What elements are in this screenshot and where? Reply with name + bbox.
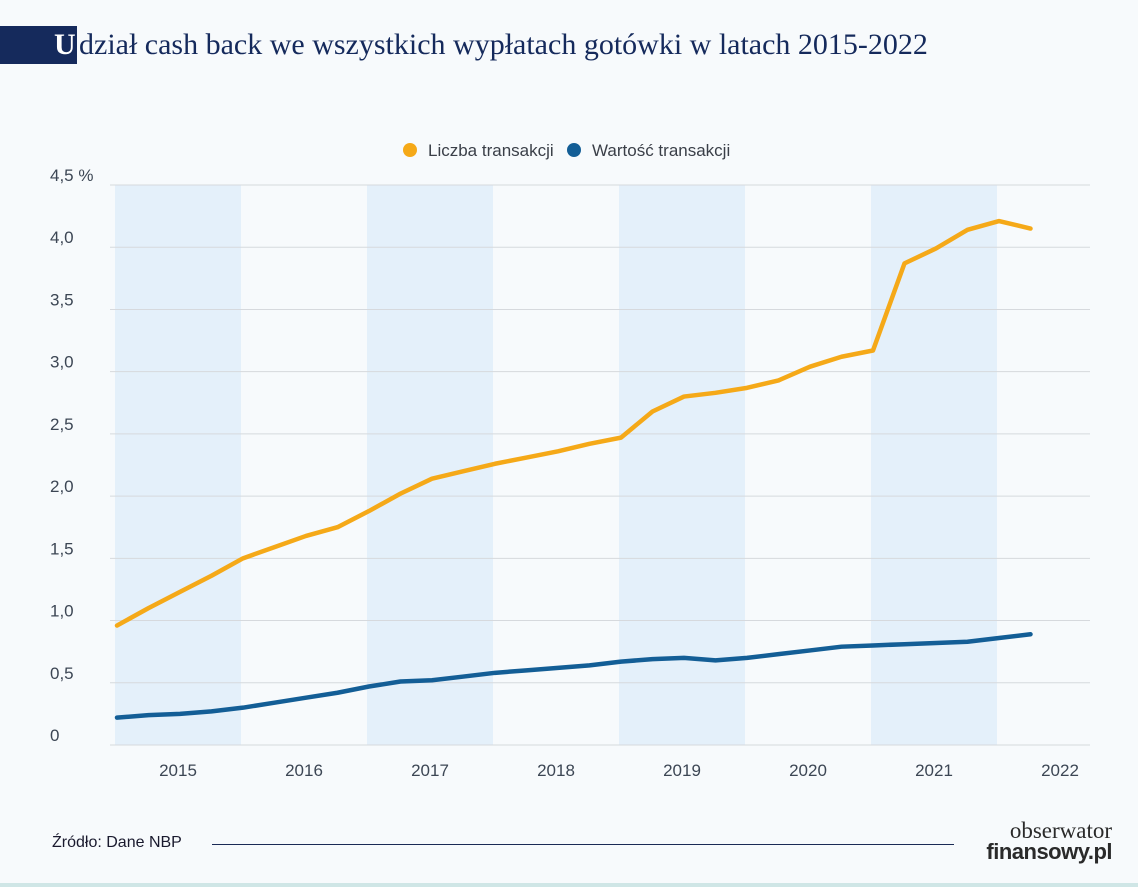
legend-label: Wartość transakcji [592,141,730,160]
year-band-2017 [367,185,493,745]
page-title: dział cash back we wszystkich wypłatach … [79,28,928,61]
brand-line2: finansowy.pl [986,839,1112,864]
brand-logo: obserwator finansowy.pl [972,818,1112,864]
y-tick-label: 1,0 [50,602,74,621]
year-band-2015 [115,185,241,745]
legend-label: Liczba transakcji [428,141,554,160]
title-bar: U dział cash back we wszystkich wypłatac… [0,26,1138,64]
title-accent-block [0,26,77,64]
x-tick-label: 2016 [285,761,323,780]
year-band-2019 [619,185,745,745]
year-band-2021 [871,185,997,745]
y-tick-label: 3,5 [50,290,74,309]
series-line-wartość-transakcji [114,631,1033,720]
legend-marker [403,143,417,157]
y-tick-label: 2,0 [50,477,74,496]
y-tick-label: 3,0 [50,353,74,372]
y-tick-label: 1,5 [50,539,74,558]
x-tick-label: 2021 [915,761,953,780]
x-tick-label: 2022 [1041,761,1079,780]
y-tick-label: 4,5 % [50,166,93,185]
x-tick-label: 2015 [159,761,197,780]
x-tick-label: 2017 [411,761,449,780]
legend-marker [567,143,581,157]
x-tick-label: 2018 [537,761,575,780]
x-tick-label: 2020 [789,761,827,780]
y-tick-label: 4,0 [50,228,74,247]
source-note: Źródło: Dane NBP [52,834,182,851]
brand-line1: obserwator [1009,818,1112,843]
y-tick-label: 0 [50,726,59,745]
bottom-strip [0,883,1138,887]
y-tick-label: 2,5 [50,415,74,434]
footer-divider [212,844,954,845]
y-tick-label: 0,5 [50,664,74,683]
x-tick-label: 2019 [663,761,701,780]
series-line-liczba-transakcji [114,218,1033,628]
title-first-letter: U [54,28,76,61]
